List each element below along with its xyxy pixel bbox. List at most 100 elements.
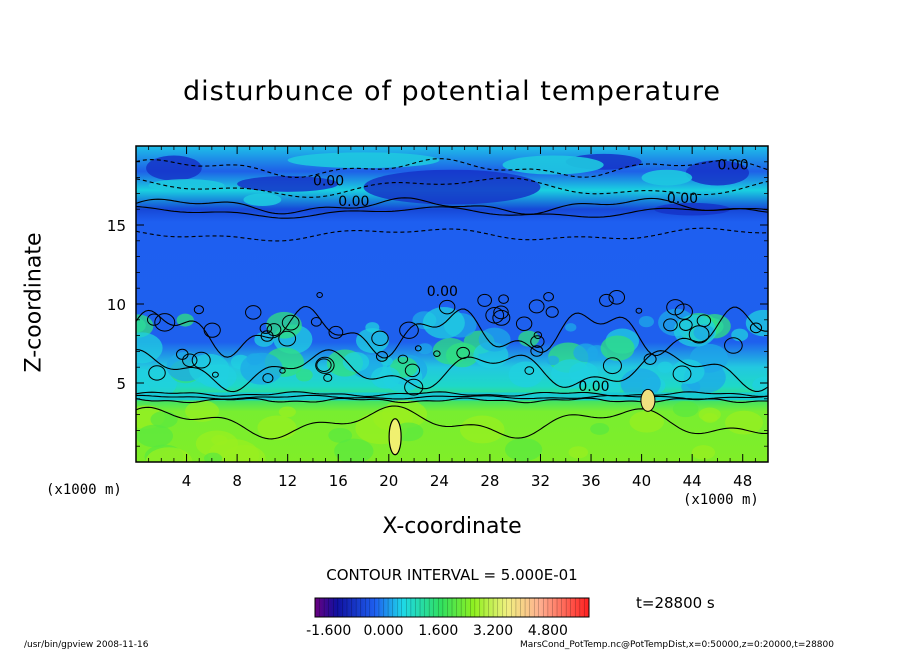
x-tick-label: 8	[232, 472, 242, 490]
closed-contour	[266, 323, 282, 337]
closed-contour	[316, 292, 323, 298]
upper-cold-patch	[654, 202, 731, 216]
convective-cell	[380, 356, 393, 366]
closed-contour	[485, 307, 505, 324]
closed-contour	[404, 378, 424, 396]
closed-contour	[663, 318, 678, 332]
lower-layer-cell	[145, 447, 193, 462]
contour-label: 0.00	[313, 174, 344, 190]
closed-contour	[262, 373, 274, 384]
closed-contour	[375, 351, 389, 362]
contour-line	[136, 305, 768, 359]
contour-line-dashed	[136, 177, 768, 198]
closed-contour	[545, 306, 559, 318]
upper-warm-patch	[502, 155, 604, 175]
closed-contour	[635, 307, 643, 314]
upper-warm-patch	[287, 152, 440, 169]
lower-layer-cell	[590, 423, 610, 435]
convective-cell	[432, 337, 469, 365]
convective-cell	[546, 355, 560, 366]
convective-cell	[573, 343, 598, 363]
contour-label: 0.00	[717, 158, 748, 174]
warm-plume	[388, 418, 402, 456]
closed-contour	[643, 353, 657, 365]
convective-cell	[600, 335, 635, 361]
lower-layer-cell	[222, 445, 266, 462]
contour-line	[136, 391, 768, 397]
y-tick-label: 15	[107, 217, 126, 235]
lower-layer-cell	[136, 424, 174, 448]
convective-cell	[189, 353, 230, 385]
contour-line	[136, 394, 768, 400]
time-label: t=28800 s	[636, 594, 715, 612]
closed-contour	[146, 313, 161, 326]
convective-cell	[565, 323, 577, 332]
convective-cell	[508, 361, 544, 388]
footer-source: MarsCond_PotTemp.nc@PotTempDist,x=0:5000…	[520, 640, 834, 650]
colorbar-tick-label: 4.800	[528, 623, 568, 639]
contour-label: 0.00	[427, 284, 458, 300]
x-tick-label: 28	[480, 472, 499, 490]
y-tick-label: 5	[116, 375, 126, 393]
closed-contour	[193, 305, 205, 315]
closed-contour	[438, 299, 456, 315]
closed-contour	[599, 293, 614, 307]
footer-command: /usr/bin/gpview 2008-11-16	[24, 640, 149, 650]
lower-layer-cell	[334, 438, 374, 462]
upper-cold-patch	[237, 176, 339, 192]
closed-contour	[724, 337, 743, 354]
colorbar-tick-label: 0.000	[363, 623, 403, 639]
x-tick-label: 20	[379, 472, 398, 490]
contour-line-dashed	[136, 227, 768, 242]
closed-contour	[154, 313, 176, 332]
closed-contour	[175, 348, 189, 360]
lower-layer-cell	[702, 413, 718, 423]
closed-contour	[281, 314, 300, 331]
chart-title: disturbunce of potential temperature	[183, 76, 721, 107]
x-tick-label: 32	[531, 472, 550, 490]
contour-label: 0.00	[667, 191, 698, 207]
plot-area: 0.00 0.00 0.00 0.00 0.00 0.00	[136, 146, 768, 462]
closed-contour	[477, 293, 492, 307]
closed-contour	[323, 373, 333, 382]
closed-contour	[749, 322, 763, 334]
upper-warm-patch	[148, 179, 225, 192]
colorbar-tick-label: 3.200	[473, 623, 513, 639]
x-tick-label: 4	[182, 472, 192, 490]
closed-contour	[279, 367, 286, 374]
lower-layer-cell	[185, 400, 220, 422]
colorbar-tick-label: 1.600	[418, 623, 458, 639]
closed-contour	[493, 305, 509, 320]
closed-contour	[182, 353, 198, 368]
contour-line	[136, 349, 768, 393]
convective-cell	[638, 315, 654, 328]
closed-contour	[608, 290, 626, 305]
convective-cell	[417, 343, 433, 355]
closed-contour	[524, 366, 535, 375]
lower-layer-cell	[691, 445, 716, 460]
closed-contour	[245, 305, 262, 320]
lower-layer-cell	[203, 452, 223, 462]
closed-contour	[528, 299, 545, 314]
upper-cold-patch	[146, 155, 202, 181]
convective-cell	[176, 313, 194, 327]
contour-line	[136, 405, 768, 440]
warm-plume	[640, 388, 656, 412]
lower-layer-cell	[278, 406, 296, 418]
closed-contour	[533, 331, 543, 339]
closed-contour	[203, 322, 221, 338]
closed-contour	[414, 345, 422, 352]
closed-contour	[371, 330, 389, 346]
closed-contour	[456, 346, 470, 359]
closed-contour	[191, 351, 211, 369]
lower-layer-cell	[257, 415, 297, 440]
x-tick-label: 16	[329, 472, 348, 490]
lower-layer-cell	[328, 427, 353, 443]
convective-cell	[136, 314, 154, 338]
convective-cell	[266, 311, 302, 339]
closed-contour	[211, 371, 219, 378]
closed-contour	[696, 314, 712, 328]
convective-cell	[731, 328, 749, 342]
